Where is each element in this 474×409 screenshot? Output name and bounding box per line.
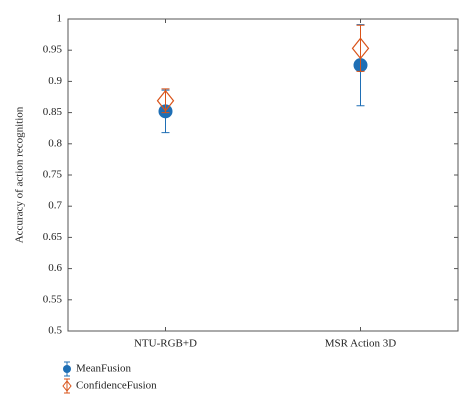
marker: [351, 37, 370, 60]
y-tick-label: 0.65: [43, 231, 63, 243]
y-tick-label: 0.85: [43, 106, 63, 118]
legend-label: ConfidenceFusion: [76, 380, 157, 392]
error-bar: [161, 88, 170, 114]
legend-swatch: [62, 380, 72, 392]
y-tick-label: 0.9: [48, 75, 62, 87]
legend-swatch: [63, 365, 71, 373]
y-axis-label: Accuracy of action recognition: [14, 106, 26, 243]
y-tick-label: 0.95: [43, 44, 63, 56]
error-bar: [356, 24, 365, 72]
x-tick-label: NTU-RGB+D: [134, 338, 197, 350]
x-tick-label: MSR Action 3D: [325, 338, 397, 350]
y-tick-label: 0.5: [48, 325, 62, 337]
y-tick-label: 1: [57, 13, 63, 25]
y-tick-label: 0.55: [43, 293, 63, 305]
legend-label: MeanFusion: [76, 363, 132, 375]
y-tick-label: 0.8: [48, 137, 62, 149]
y-tick-label: 0.7: [48, 200, 62, 212]
y-tick-label: 0.6: [48, 262, 62, 274]
y-tick-label: 0.75: [43, 169, 63, 181]
marker: [156, 89, 175, 112]
